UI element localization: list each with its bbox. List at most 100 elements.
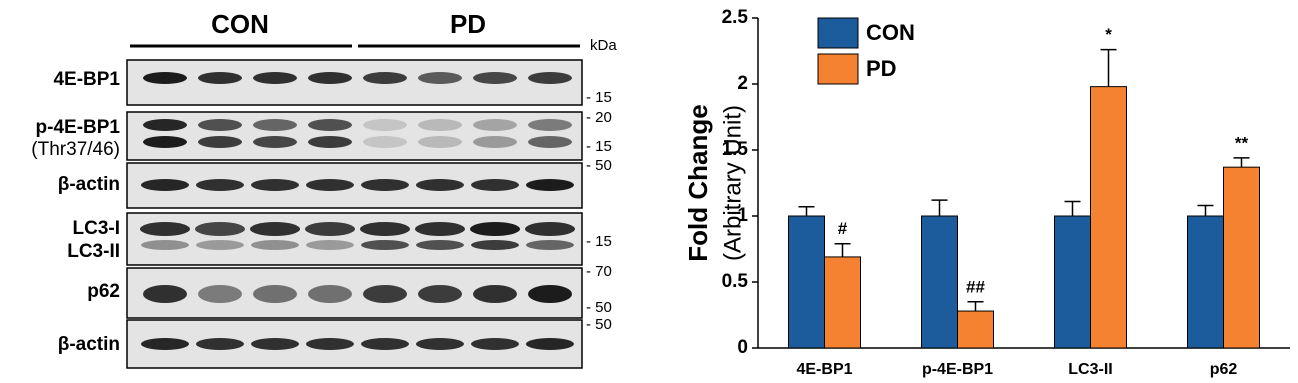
legend-label: PD xyxy=(866,56,897,81)
marker-label: - 20 xyxy=(586,109,612,126)
band xyxy=(143,119,187,131)
y-axis-label: (Arbitrary Unit) xyxy=(719,105,746,261)
bar xyxy=(824,256,861,349)
band xyxy=(363,285,407,303)
band xyxy=(308,72,352,84)
band xyxy=(253,72,297,84)
legend-swatch xyxy=(817,17,859,49)
row-label: p-4E-BP1 xyxy=(36,117,121,138)
band xyxy=(471,179,519,191)
x-tick-label: p62 xyxy=(1210,361,1238,378)
band xyxy=(198,136,242,148)
band xyxy=(470,222,520,236)
legend-swatch xyxy=(817,53,859,85)
marker-label: - 15 xyxy=(586,233,612,250)
band xyxy=(306,179,354,191)
group-label: CON xyxy=(211,9,269,39)
band xyxy=(196,338,244,350)
band xyxy=(251,179,299,191)
x-tick-label: LC3-II xyxy=(1068,361,1112,378)
band xyxy=(528,119,572,131)
band xyxy=(141,338,189,350)
band xyxy=(198,285,242,303)
significance-label: ## xyxy=(966,277,985,296)
band xyxy=(416,338,464,350)
band xyxy=(473,285,517,303)
error-bar xyxy=(1064,200,1081,216)
band xyxy=(253,119,297,131)
band xyxy=(525,222,575,236)
band xyxy=(473,119,517,131)
x-tick-label: p-4E-BP1 xyxy=(922,361,993,378)
error-bar xyxy=(967,301,984,312)
marker-label: - 50 xyxy=(586,316,612,333)
error-bar xyxy=(1233,157,1250,168)
band xyxy=(253,136,297,148)
y-tick-label: 1.5 xyxy=(722,139,749,160)
bar xyxy=(1054,215,1091,349)
row-label: β-actin xyxy=(58,334,120,355)
band xyxy=(198,72,242,84)
band xyxy=(308,285,352,303)
band xyxy=(473,72,517,84)
band xyxy=(143,72,187,84)
band xyxy=(141,240,189,250)
significance-label: ** xyxy=(1235,133,1249,152)
significance-label: * xyxy=(1105,25,1112,44)
band xyxy=(363,119,407,131)
band xyxy=(198,119,242,131)
marker-label: - 15 xyxy=(586,89,612,106)
bar-chart: Fold Change (Arbitrary Unit) 0 0.5 1 1.5 2 2.… xyxy=(683,7,1290,378)
row-label: LC3-II xyxy=(67,241,120,262)
band xyxy=(143,136,187,148)
band xyxy=(526,338,574,350)
band xyxy=(471,338,519,350)
band xyxy=(418,136,462,148)
band xyxy=(361,179,409,191)
blot-panel xyxy=(126,59,583,106)
y-tick-label: 2.5 xyxy=(722,7,749,28)
band xyxy=(250,222,300,236)
significance-label: # xyxy=(838,219,848,238)
band xyxy=(196,179,244,191)
blot-panel xyxy=(126,111,583,161)
band xyxy=(140,222,190,236)
band xyxy=(305,222,355,236)
band xyxy=(363,72,407,84)
blot-panel xyxy=(126,212,583,266)
error-bar xyxy=(931,199,948,216)
group-label: PD xyxy=(450,9,486,39)
bar xyxy=(921,215,958,349)
band xyxy=(416,240,464,250)
error-bar xyxy=(1197,204,1214,216)
y-tick-label: 2 xyxy=(737,73,748,94)
band xyxy=(143,285,187,303)
band xyxy=(251,338,299,350)
row-label: LC3-I xyxy=(73,218,121,239)
band xyxy=(360,222,410,236)
row-label: p62 xyxy=(87,281,120,302)
bar xyxy=(1090,86,1127,349)
marker-label: - 50 xyxy=(586,157,612,174)
band xyxy=(306,338,354,350)
band xyxy=(471,240,519,250)
row-label: (Thr37/46) xyxy=(31,139,120,160)
bar xyxy=(1223,166,1260,349)
band xyxy=(196,240,244,250)
y-tick-label: 0.5 xyxy=(722,271,749,292)
y-tick-label: 0 xyxy=(737,337,748,358)
y-axis-label: Fold Change xyxy=(683,104,713,261)
western-blot: CON PD kDa 4E-BP1 p-4E-BP1 (Thr37/46) β-… xyxy=(31,9,617,369)
band xyxy=(416,179,464,191)
band xyxy=(528,285,572,303)
band xyxy=(526,179,574,191)
marker-label: - 70 xyxy=(586,263,612,280)
bar xyxy=(957,310,994,349)
band xyxy=(418,285,462,303)
band xyxy=(195,222,245,236)
y-tick-label: 1 xyxy=(737,205,748,226)
band xyxy=(528,72,572,84)
band xyxy=(361,338,409,350)
band xyxy=(418,119,462,131)
band xyxy=(251,240,299,250)
